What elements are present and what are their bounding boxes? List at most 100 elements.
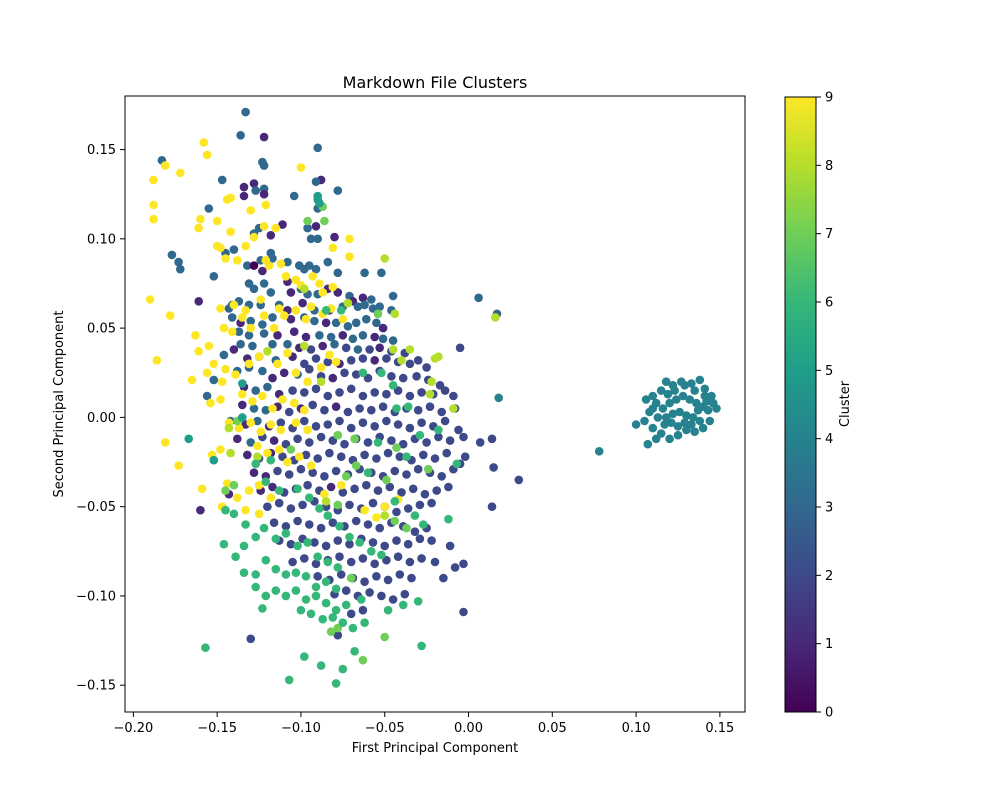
point-cluster-5 <box>238 413 247 422</box>
point-cluster-2 <box>331 466 341 476</box>
point-cluster-3 <box>474 293 483 303</box>
point-cluster-6 <box>241 520 250 529</box>
colorbar: 0 1 2 3 4 5 6 7 8 9 Cluster <box>784 91 853 721</box>
point-cluster-9 <box>360 505 369 515</box>
point-cluster-2 <box>487 434 497 444</box>
point-cluster-2 <box>310 538 319 547</box>
point-cluster-9 <box>149 200 158 210</box>
point-cluster-2 <box>420 489 430 499</box>
point-cluster-4 <box>665 434 674 444</box>
point-cluster-9 <box>244 486 254 495</box>
y-tick-label: 0.05 <box>87 322 116 337</box>
point-cluster-1 <box>286 314 296 324</box>
point-cluster-9 <box>306 461 316 470</box>
point-cluster-1 <box>273 331 282 340</box>
point-cluster-9 <box>254 352 264 362</box>
point-cluster-4 <box>690 427 699 437</box>
point-cluster-4 <box>695 375 705 385</box>
point-cluster-9 <box>259 222 269 231</box>
x-tick-label: 0.15 <box>705 721 734 736</box>
point-cluster-3 <box>258 320 267 329</box>
point-cluster-3 <box>289 191 299 201</box>
point-cluster-2 <box>321 541 331 551</box>
point-cluster-6 <box>377 368 386 378</box>
point-cluster-9 <box>216 395 225 404</box>
point-cluster-7 <box>382 475 391 485</box>
point-cluster-9 <box>248 397 257 406</box>
point-cluster-3 <box>313 234 323 244</box>
point-cluster-6 <box>321 306 331 315</box>
colorbar-tick-label: 3 <box>825 501 833 516</box>
point-cluster-4 <box>703 405 713 415</box>
point-cluster-3 <box>251 186 260 195</box>
point-cluster-2 <box>293 516 302 526</box>
point-cluster-9 <box>266 420 276 429</box>
point-cluster-2 <box>274 498 284 508</box>
point-cluster-7 <box>351 461 361 470</box>
point-cluster-6 <box>315 504 324 513</box>
point-cluster-2 <box>323 391 333 401</box>
colorbar-scale <box>784 96 817 713</box>
point-cluster-9 <box>274 304 284 313</box>
point-cluster-7 <box>333 430 343 440</box>
point-cluster-4 <box>692 398 701 408</box>
point-cluster-2 <box>383 575 393 585</box>
x-axis: −0.20 −0.15 −0.10 −0.05 0.00 0.05 0.10 0.15 <box>113 712 734 736</box>
point-cluster-9 <box>196 214 205 224</box>
point-cluster-4 <box>651 434 661 444</box>
point-cluster-2 <box>360 577 369 586</box>
point-cluster-6 <box>383 605 393 615</box>
point-cluster-9 <box>264 261 274 270</box>
point-cluster-2 <box>373 486 383 495</box>
point-cluster-6 <box>357 595 366 604</box>
point-cluster-2 <box>363 520 373 529</box>
point-cluster-4 <box>648 391 658 401</box>
point-cluster-9 <box>229 300 239 310</box>
point-cluster-9 <box>187 375 197 385</box>
point-cluster-3 <box>259 329 269 338</box>
point-cluster-2 <box>296 464 306 474</box>
point-cluster-4 <box>660 420 669 429</box>
point-cluster-4 <box>641 395 651 404</box>
point-cluster-9 <box>204 341 214 351</box>
point-cluster-9 <box>254 480 264 490</box>
point-cluster-2 <box>388 595 398 604</box>
point-cluster-9 <box>295 452 304 462</box>
point-cluster-2 <box>383 448 393 458</box>
point-cluster-8 <box>226 448 235 458</box>
point-cluster-2 <box>405 359 415 369</box>
point-cluster-9 <box>291 275 301 285</box>
point-cluster-9 <box>254 509 264 519</box>
point-cluster-9 <box>256 427 266 437</box>
point-cluster-9 <box>268 404 277 413</box>
point-cluster-3 <box>248 341 257 351</box>
point-cluster-9 <box>306 302 316 312</box>
point-cluster-3 <box>372 318 381 328</box>
point-cluster-2 <box>350 484 359 494</box>
point-cluster-6 <box>261 555 271 565</box>
point-cluster-9 <box>315 279 324 288</box>
point-cluster-2 <box>351 370 361 379</box>
point-cluster-3 <box>236 339 245 349</box>
point-cluster-3 <box>259 279 269 288</box>
point-cluster-6 <box>274 486 284 495</box>
point-cluster-2 <box>422 363 431 372</box>
point-cluster-9 <box>194 347 203 356</box>
point-cluster-4 <box>680 381 689 390</box>
x-tick-label: −0.05 <box>365 721 405 736</box>
point-cluster-9 <box>300 405 309 415</box>
point-cluster-9 <box>338 314 348 324</box>
point-cluster-9 <box>266 493 276 503</box>
point-cluster-9 <box>303 425 312 435</box>
point-cluster-8 <box>388 345 398 354</box>
point-cluster-3 <box>167 250 177 260</box>
colorbar-tick-label: 2 <box>825 569 833 584</box>
point-cluster-2 <box>246 634 255 644</box>
point-cluster-2 <box>398 439 408 449</box>
point-cluster-4 <box>661 413 671 422</box>
point-cluster-9 <box>271 223 281 233</box>
point-cluster-6 <box>355 538 364 547</box>
point-cluster-2 <box>316 523 326 533</box>
point-cluster-2 <box>427 498 436 508</box>
